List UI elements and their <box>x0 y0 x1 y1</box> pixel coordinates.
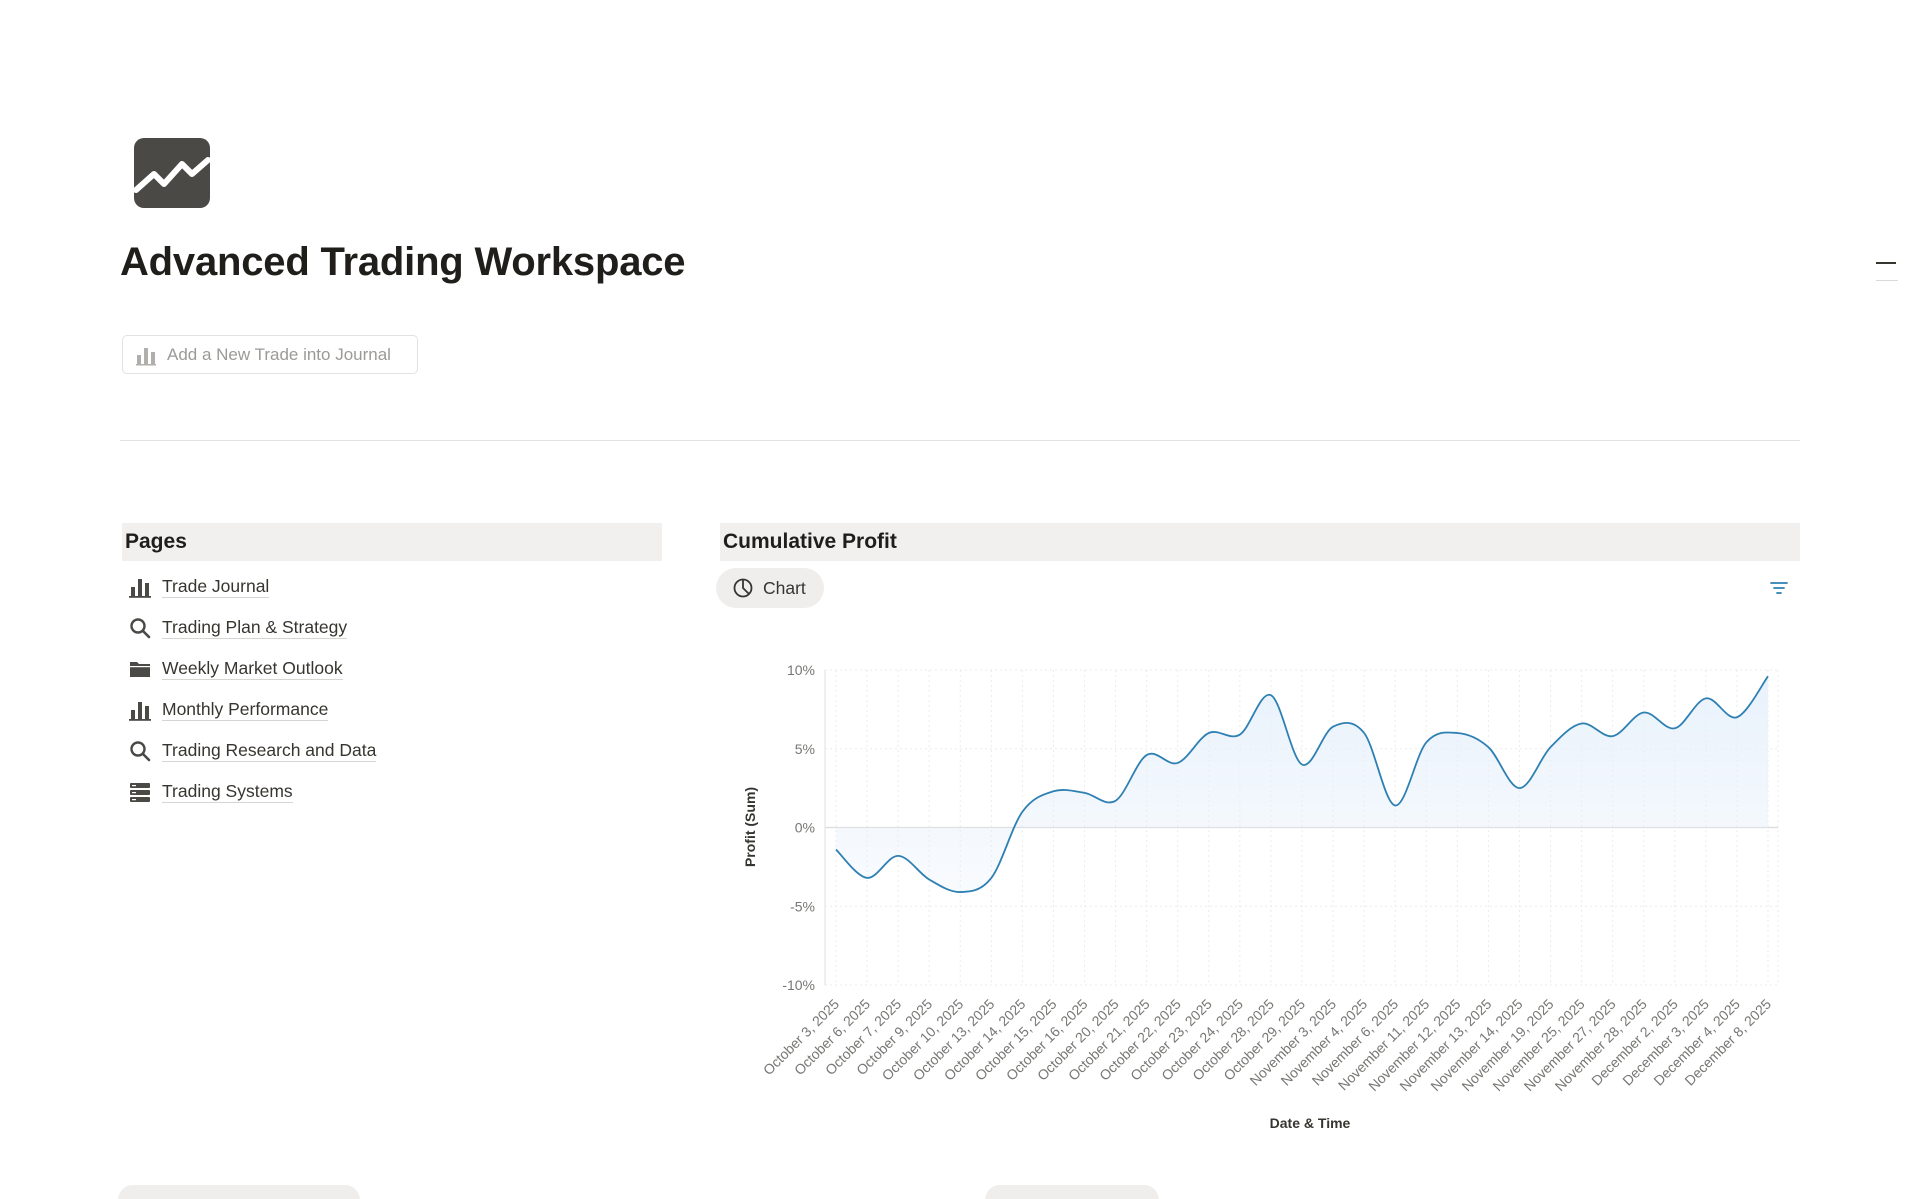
database-icon <box>130 782 150 802</box>
chart-view-tab-label: Chart <box>763 577 806 598</box>
page-link-label: Weekly Market Outlook <box>162 658 343 680</box>
page-link-trading-plan[interactable]: Trading Plan & Strategy <box>122 607 662 648</box>
y-axis-title: Profit (Sum) <box>742 787 758 867</box>
pages-title: Pages <box>125 530 187 553</box>
cumulative-profit-title: Cumulative Profit <box>723 530 897 553</box>
y-tick-label: 0% <box>795 820 815 836</box>
page-title: Advanced Trading Workspace <box>120 240 686 284</box>
page-link-label: Monthly Performance <box>162 699 329 721</box>
y-tick-label: -5% <box>790 898 815 914</box>
filter-icon[interactable] <box>1769 578 1789 598</box>
x-axis-title: Date & Time <box>1270 1115 1351 1131</box>
outline-indicator[interactable] <box>1876 262 1896 264</box>
y-tick-label: -10% <box>782 977 815 993</box>
cumulative-profit-header: Cumulative Profit <box>720 523 1800 561</box>
y-tick-label: 10% <box>787 662 815 678</box>
page-link-label: Trading Research and Data <box>162 740 377 762</box>
outline-indicator-secondary <box>1876 280 1898 281</box>
search-icon <box>130 740 151 761</box>
bar-chart-icon <box>129 701 151 721</box>
chart-view-tab[interactable]: Chart <box>716 568 824 608</box>
page-link-monthly-performance[interactable]: Monthly Performance <box>122 689 662 730</box>
trending-chart-icon <box>134 138 210 208</box>
add-trade-button-label: Add a New Trade into Journal <box>167 344 391 364</box>
folder-icon <box>130 661 150 677</box>
divider <box>120 440 1800 441</box>
pages-header: Pages <box>122 523 662 561</box>
page-link-label: Trading Systems <box>162 781 293 803</box>
y-tick-label: 5% <box>795 741 815 757</box>
page-link-trading-research[interactable]: Trading Research and Data <box>122 730 662 771</box>
bottom-view-tab[interactable] <box>118 1185 360 1199</box>
page-link-weekly-outlook[interactable]: Weekly Market Outlook <box>122 648 662 689</box>
page-link-trading-systems[interactable]: Trading Systems <box>122 771 662 812</box>
page-link-label: Trade Journal <box>162 576 270 598</box>
series-area <box>836 676 1768 893</box>
page-link-label: Trading Plan & Strategy <box>162 617 348 639</box>
add-trade-button[interactable]: Add a New Trade into Journal <box>122 335 418 374</box>
pie-chart-icon <box>733 578 753 598</box>
search-icon <box>130 617 151 638</box>
bar-chart-icon <box>136 347 156 365</box>
bar-chart-icon <box>129 578 151 598</box>
bottom-view-tab-secondary[interactable] <box>985 1185 1159 1199</box>
page-list: Trade Journal Trading Plan & Strategy We… <box>122 566 662 812</box>
page-link-trade-journal[interactable]: Trade Journal <box>122 566 662 607</box>
